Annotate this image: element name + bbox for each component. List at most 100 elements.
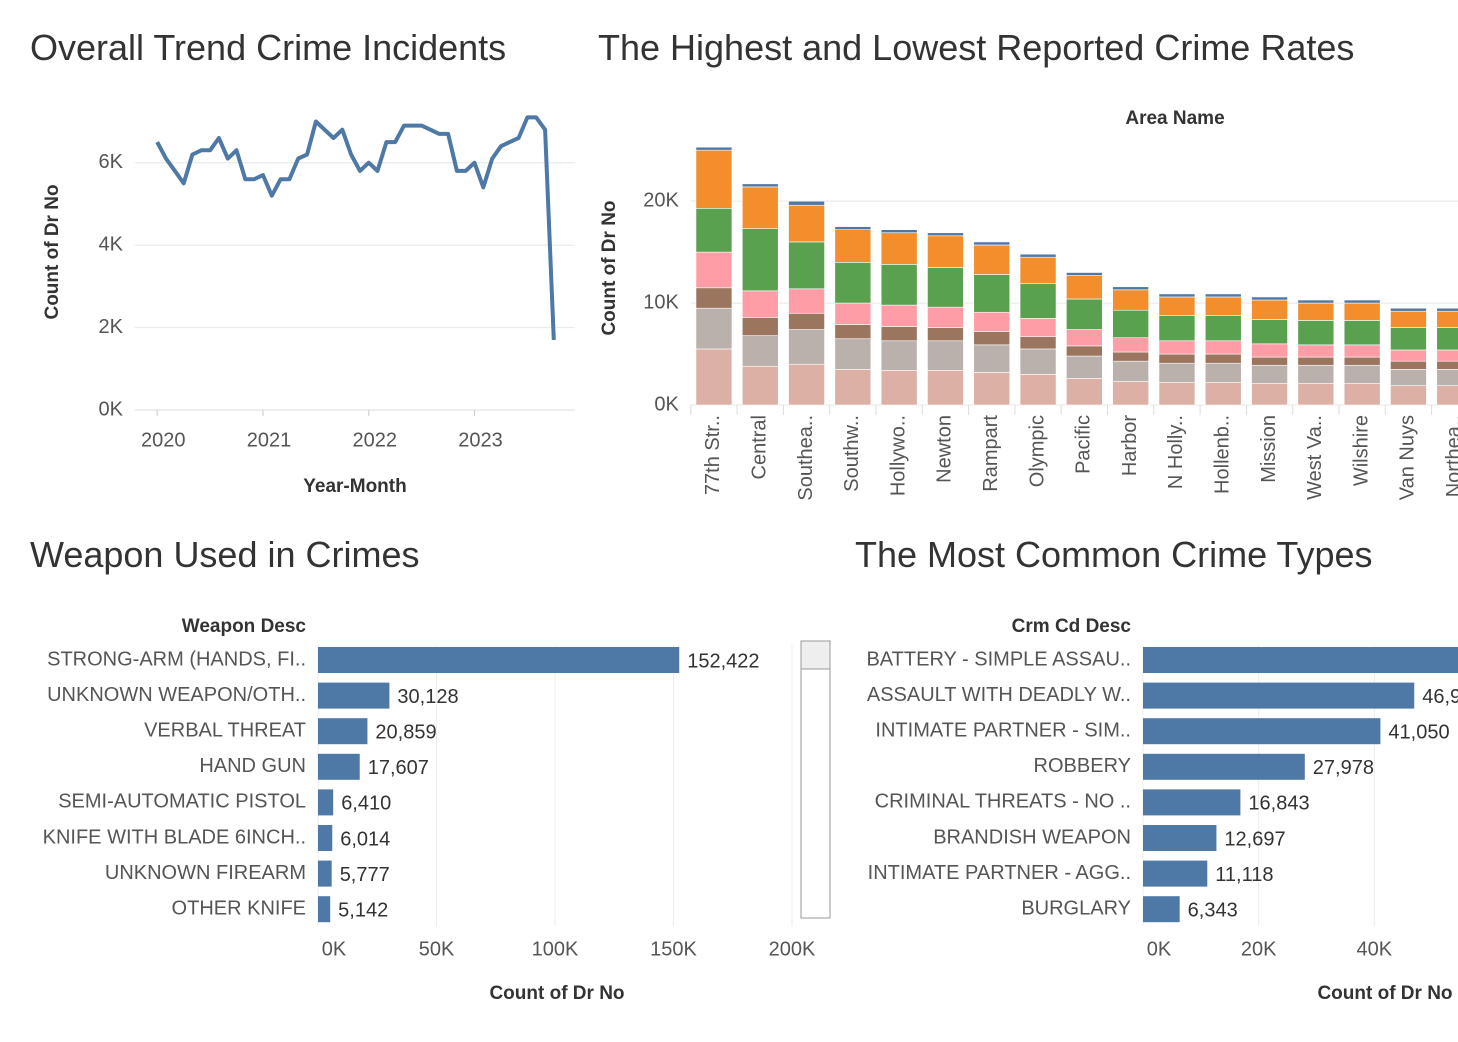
bar-segment <box>1343 302 1381 321</box>
x-tick-label: Pacific <box>1073 415 1095 474</box>
bar-segment <box>1436 360 1458 370</box>
bar-segment <box>1436 307 1458 312</box>
bar-segment <box>1019 318 1057 338</box>
bar-segment <box>741 183 779 188</box>
bar-segment <box>1390 327 1427 351</box>
x-tick-label: Mission <box>1258 415 1280 483</box>
bar-segment <box>1019 374 1057 406</box>
bar <box>318 789 334 816</box>
bar-segment <box>973 331 1011 346</box>
bar-segment <box>695 307 733 350</box>
y-tick-label: 20K <box>643 189 679 211</box>
bar-segment <box>1204 340 1242 355</box>
bar-segment <box>1112 381 1149 406</box>
x-tick-label: 2022 <box>353 429 398 451</box>
value-label: 6,410 <box>341 793 391 815</box>
x-tick-label: Wilshire <box>1350 415 1372 486</box>
x-tick-label: West Va.. <box>1304 415 1326 500</box>
y-tick-label: 0K <box>654 393 679 415</box>
bar-segment <box>1112 289 1149 311</box>
category-label: SEMI-AUTOMATIC PISTOL <box>58 791 306 813</box>
bar-segment <box>1251 319 1288 345</box>
x-tick-label: 0K <box>322 938 347 960</box>
x-tick-label: Hollenb.. <box>1212 415 1234 494</box>
bar-segment <box>973 274 1011 313</box>
bar-segment <box>1019 256 1057 285</box>
bar-segment <box>1158 293 1196 298</box>
bar-segment <box>834 369 872 406</box>
bar-segment <box>1251 364 1288 384</box>
value-label: 152,422 <box>687 650 759 672</box>
bar-segment <box>788 329 825 365</box>
category-label: BATTERY - SIMPLE ASSAU.. <box>866 648 1131 670</box>
bar <box>1143 860 1208 887</box>
x-tick-label: 2023 <box>458 429 503 451</box>
bar-segment <box>1343 320 1381 346</box>
bar-segment <box>1251 356 1288 366</box>
bar-segment <box>1112 351 1149 362</box>
bar-segment <box>927 340 964 371</box>
scrollbar[interactable] <box>800 640 831 919</box>
value-label: 41,050 <box>1388 721 1449 743</box>
bar-segment <box>1251 299 1288 320</box>
value-label: 6,014 <box>340 828 390 850</box>
bar-segment <box>741 335 779 367</box>
bar-segment <box>1436 349 1458 362</box>
bar-segment <box>1112 360 1149 382</box>
bar-segment <box>741 290 779 318</box>
bar-segment <box>927 235 964 268</box>
x-tick-label: Central <box>749 415 771 479</box>
bar-segment <box>1436 369 1458 386</box>
bar-segment <box>927 370 964 406</box>
value-label: 16,843 <box>1248 793 1309 815</box>
bar-segment <box>695 146 733 151</box>
bar-segment <box>695 207 733 253</box>
bar-segment <box>973 244 1011 275</box>
bar-segment <box>1343 364 1381 384</box>
bar-segment <box>1066 329 1103 347</box>
bar-segment <box>1158 315 1196 342</box>
bar-segment <box>1251 343 1288 358</box>
bar-segment <box>1204 382 1242 406</box>
bar <box>318 860 332 887</box>
bar-segment <box>1204 293 1242 298</box>
category-label: ROBBERY <box>1034 755 1131 777</box>
bar <box>1143 718 1381 745</box>
value-label: 17,607 <box>368 757 429 779</box>
bar-segment <box>1019 283 1057 319</box>
bar-segment <box>1390 349 1427 362</box>
bar-segment <box>927 267 964 308</box>
x-tick-label: 0K <box>1147 938 1172 960</box>
y-axis-title: Weapon Desc <box>182 616 307 637</box>
bar-segment <box>880 326 918 342</box>
category-label: UNKNOWN FIREARM <box>105 862 306 884</box>
x-tick-label: 20K <box>1241 938 1277 960</box>
bar-segment <box>880 340 918 371</box>
x-tick-label: 50K <box>419 938 455 960</box>
bar-segment <box>1019 253 1057 258</box>
bar-segment <box>834 226 872 230</box>
bar-segment <box>927 306 964 328</box>
bar-segment <box>973 311 1011 332</box>
y-tick-label: 0K <box>99 398 124 420</box>
value-label: 5,777 <box>340 864 390 886</box>
bar-segment <box>1158 296 1196 316</box>
bar-segment <box>695 287 733 309</box>
bar-segment <box>1019 336 1057 350</box>
bar-segment <box>1390 307 1427 312</box>
bar-segment <box>927 232 964 237</box>
x-tick-label: 40K <box>1357 938 1393 960</box>
bar-segment <box>1066 272 1103 276</box>
bar-segment <box>1251 383 1288 406</box>
value-label: 27,978 <box>1313 757 1374 779</box>
category-label: INTIMATE PARTNER - AGG.. <box>868 862 1131 884</box>
bar-segment <box>1066 275 1103 300</box>
x-tick-label: Newton <box>934 415 956 483</box>
bar <box>1143 789 1241 816</box>
x-tick-label: 2020 <box>141 429 186 451</box>
y-axis-title: Crm Cd Desc <box>1012 616 1132 637</box>
x-tick-label: 150K <box>650 938 697 960</box>
bar <box>1143 896 1180 923</box>
scrollbar-thumb[interactable] <box>800 640 831 670</box>
chart-title: Overall Trend Crime Incidents <box>30 27 506 68</box>
